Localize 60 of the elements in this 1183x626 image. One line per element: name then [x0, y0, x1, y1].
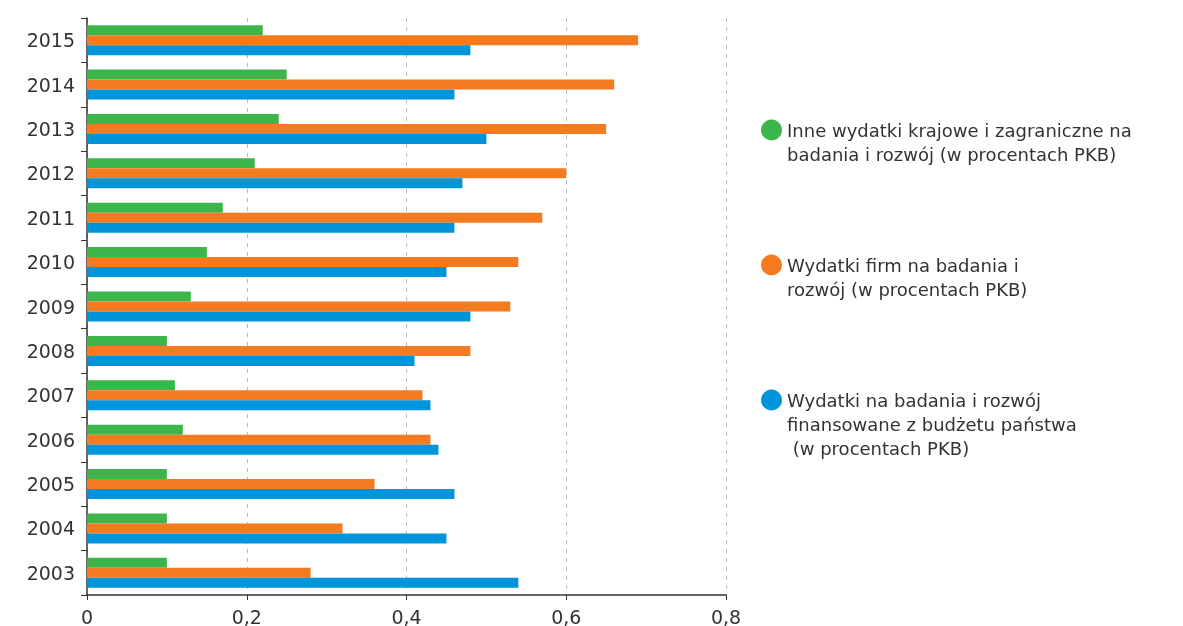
legend-label: Wydatki firm na badania i rozwój (w procentach PKB) — [787, 254, 1028, 300]
bar — [87, 79, 615, 90]
y-tick-label: 2011 — [26, 206, 75, 229]
bar — [87, 291, 191, 302]
bar — [87, 489, 455, 500]
legend-label: Inne wydatki krajowe i zagraniczne na badania i rozwój (w procentach PKB) — [787, 119, 1138, 165]
bar — [87, 567, 311, 578]
legend-label: Wydatki na badania i rozwój finansowane z budżetu państwa (w procentach PKB) — [787, 389, 1077, 459]
bar — [87, 301, 511, 312]
y-tick-label: 2012 — [26, 162, 75, 185]
y-tick-label: 2014 — [26, 73, 75, 96]
bar — [87, 113, 279, 124]
bar — [87, 444, 439, 455]
y-tick-label: 2009 — [26, 295, 75, 318]
bar — [87, 247, 207, 258]
y-tick-label: 2008 — [26, 339, 75, 362]
y-tick-label: 2013 — [26, 117, 75, 140]
bar — [87, 400, 431, 411]
y-tick-label: 2003 — [26, 561, 75, 584]
bar — [87, 311, 471, 322]
bar — [87, 513, 167, 524]
x-tick-label: 0,2 — [231, 605, 262, 626]
bar — [87, 469, 167, 480]
y-tick-label: 2015 — [26, 29, 75, 52]
bar — [87, 69, 287, 80]
bar — [87, 178, 463, 189]
y-tick-label: 2004 — [26, 517, 75, 540]
bar — [87, 523, 343, 534]
x-tick-label: 0,6 — [551, 605, 582, 626]
bar — [87, 202, 223, 213]
y-tick-label: 2006 — [26, 428, 75, 451]
bar — [87, 25, 263, 36]
bar — [87, 577, 519, 588]
bar — [87, 212, 543, 223]
bar — [87, 257, 519, 268]
x-tick-label: 0,4 — [391, 605, 422, 626]
bar — [87, 123, 607, 134]
bar — [87, 434, 431, 445]
bar — [87, 345, 471, 356]
bar — [87, 267, 447, 278]
bar — [87, 168, 567, 179]
bar — [87, 390, 423, 401]
bar — [87, 424, 183, 435]
x-tick-label: 0 — [80, 605, 94, 626]
y-tick-label: 2010 — [26, 251, 75, 274]
bar — [87, 158, 255, 169]
bar — [87, 45, 471, 56]
x-tick-label: 0,8 — [710, 605, 742, 626]
bar — [87, 89, 455, 100]
bar — [87, 355, 415, 366]
bar — [87, 380, 175, 391]
y-tick-label: 2007 — [26, 384, 75, 407]
bar — [87, 35, 639, 46]
bar — [87, 533, 447, 544]
y-tick-label: 2005 — [26, 473, 75, 496]
bar — [87, 479, 375, 490]
bar — [87, 133, 487, 144]
bar — [87, 557, 167, 568]
bar — [87, 335, 167, 346]
bar — [87, 222, 455, 233]
